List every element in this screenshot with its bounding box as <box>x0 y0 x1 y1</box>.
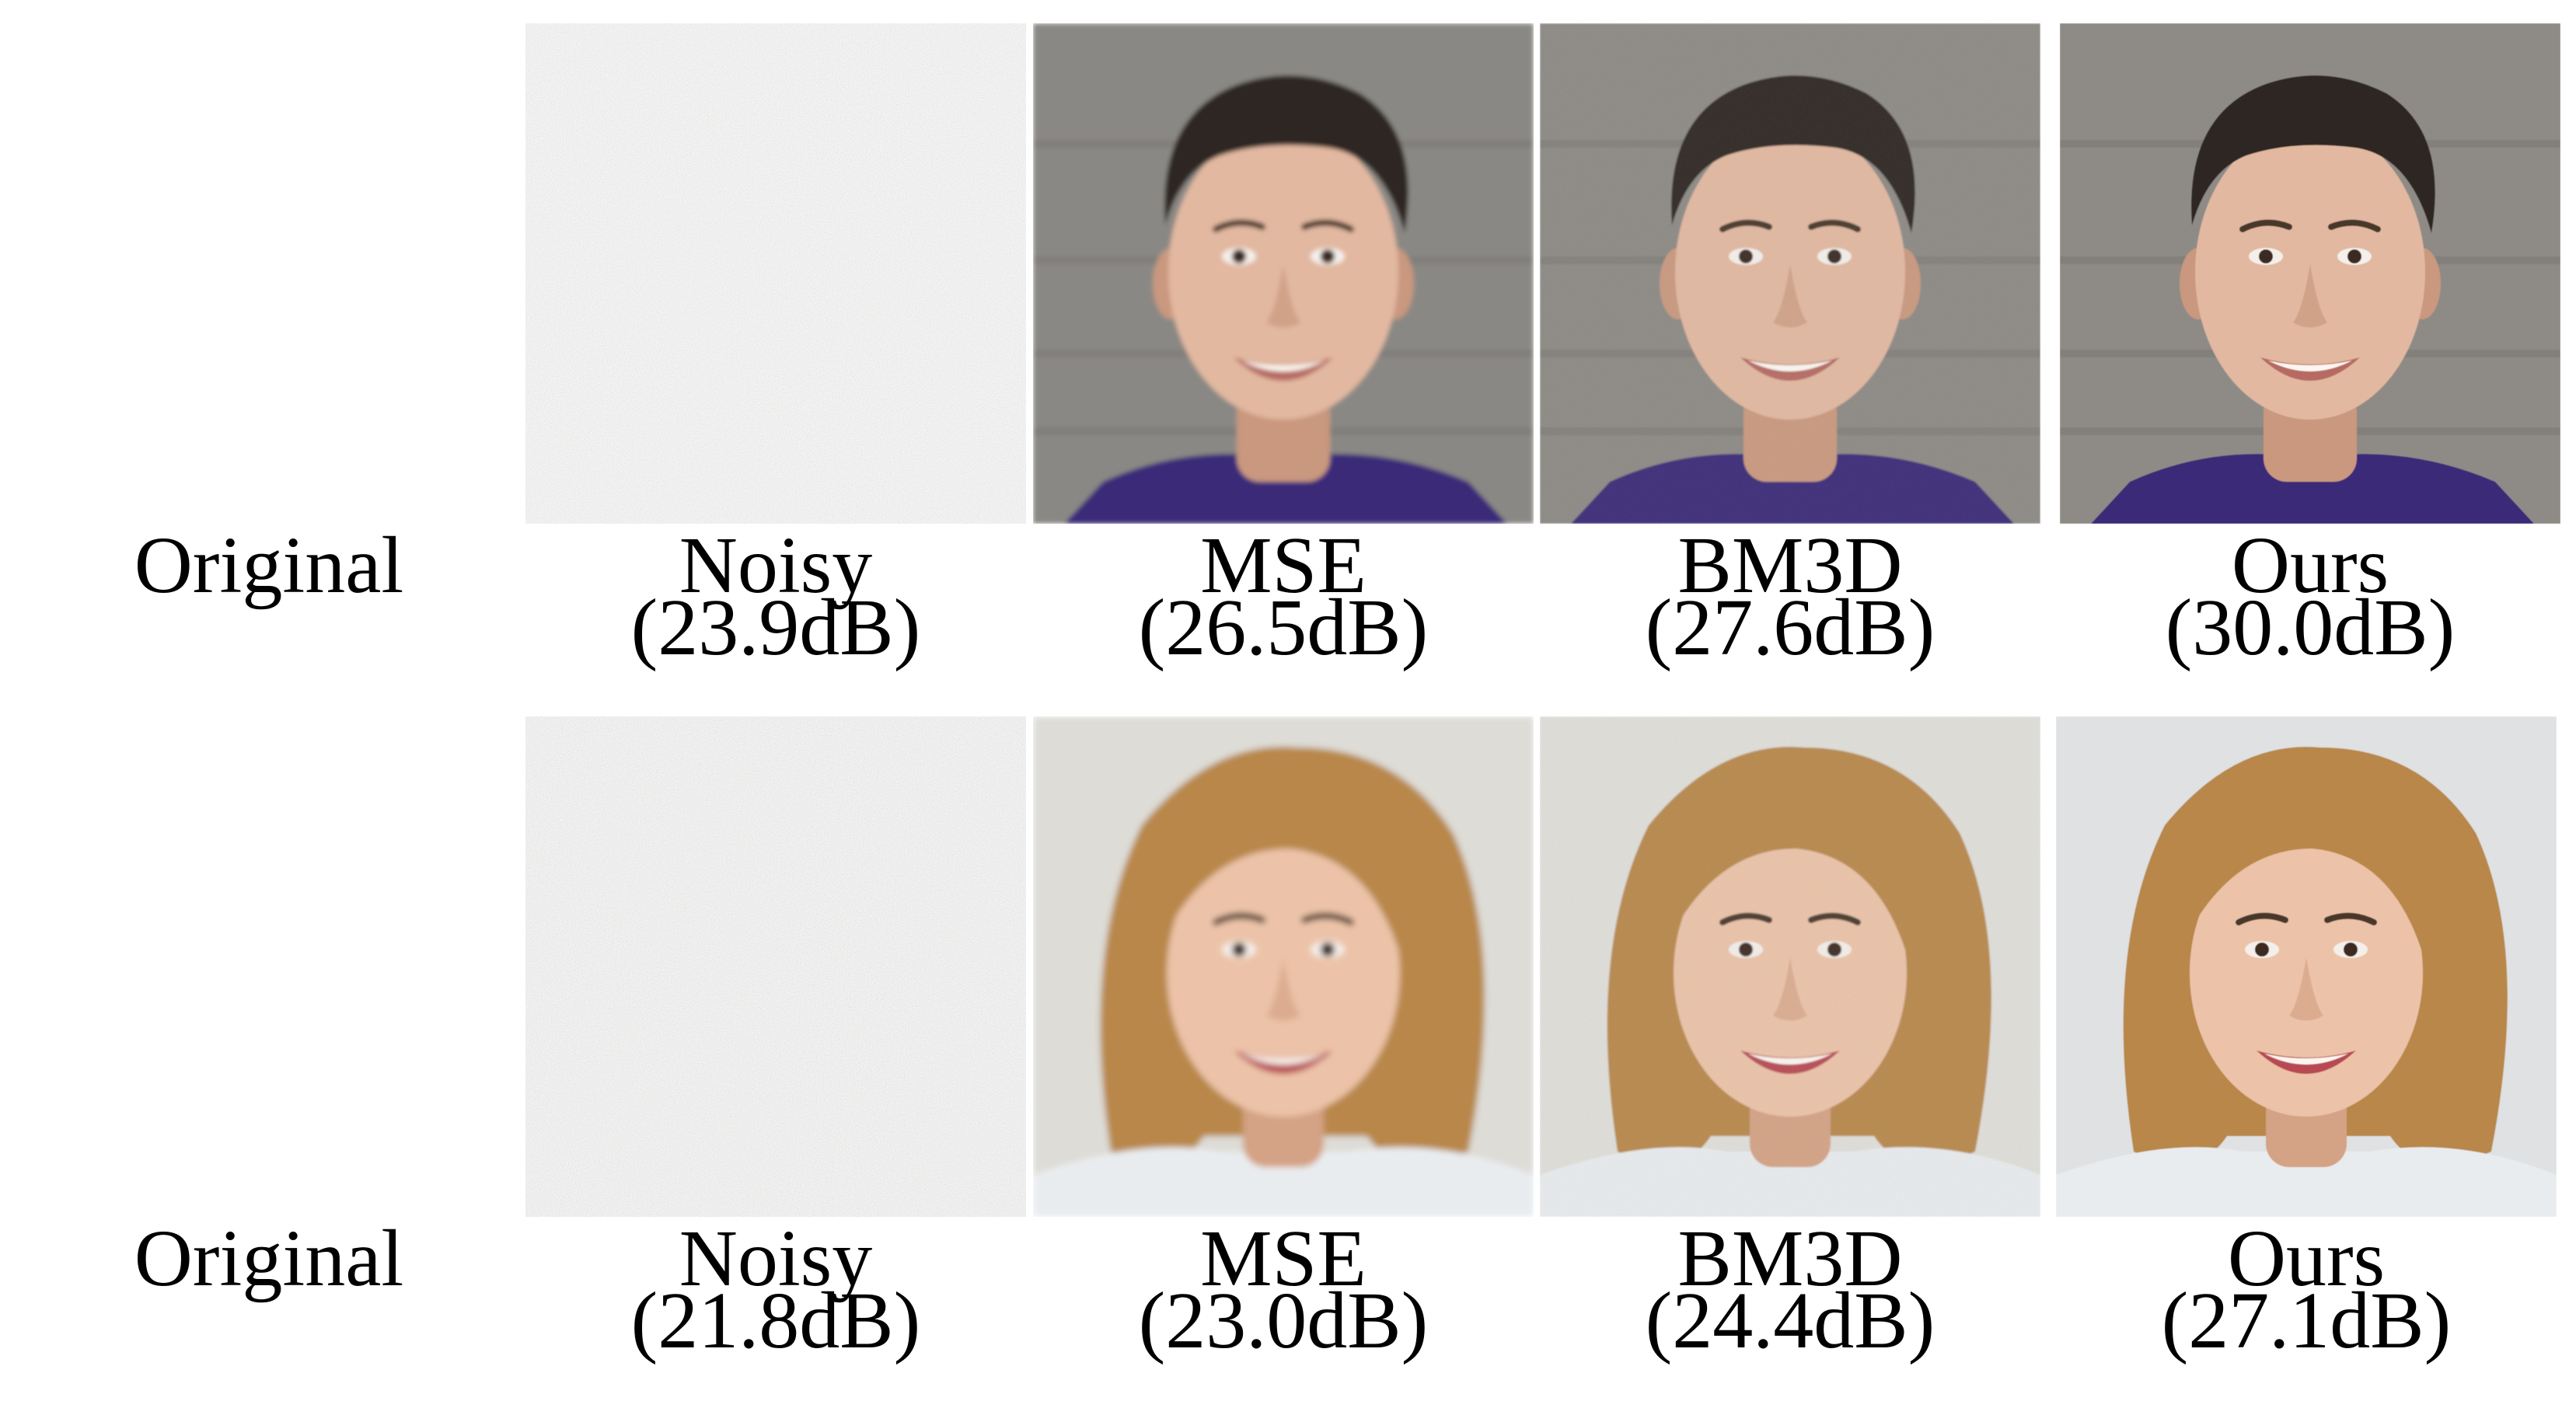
method-label: BM3D <box>1677 1214 1903 1303</box>
psnr-label: (24.4dB) <box>1645 1276 1935 1365</box>
caption: MSE (23.0dB) <box>1033 1214 1534 1365</box>
face-photo <box>2060 23 2560 524</box>
method-label: BM3D <box>1677 521 1903 610</box>
caption: Original <box>19 521 519 610</box>
psnr-label: (27.6dB) <box>1645 583 1935 672</box>
face-photo <box>1033 23 1534 524</box>
face-photo <box>1033 716 1534 1217</box>
caption: Original <box>19 1214 519 1303</box>
face-photo <box>2056 716 2557 1217</box>
face-photo <box>19 23 519 524</box>
method-label: MSE <box>1200 521 1367 610</box>
method-label: Ours <box>2231 521 2389 610</box>
caption: Noisy (23.9dB) <box>525 521 1026 672</box>
caption: MSE (26.5dB) <box>1033 521 1534 672</box>
method-label: Original <box>134 521 404 610</box>
psnr-label: (27.1dB) <box>2161 1276 2452 1365</box>
caption: Ours (30.0dB) <box>2060 521 2560 672</box>
psnr-label: (23.0dB) <box>1138 1276 1429 1365</box>
psnr-label: (23.9dB) <box>630 583 921 672</box>
caption: Noisy (21.8dB) <box>525 1214 1026 1365</box>
method-label: Ours <box>2227 1214 2386 1303</box>
method-label: Noisy <box>679 521 873 610</box>
face-photo <box>19 716 519 1217</box>
caption: BM3D (24.4dB) <box>1540 1214 2040 1365</box>
psnr-label: (30.0dB) <box>2165 583 2456 672</box>
method-label: Noisy <box>679 1214 873 1303</box>
method-label: Original <box>134 1214 404 1303</box>
caption: BM3D (27.6dB) <box>1540 521 2040 672</box>
face-photo <box>525 23 1026 524</box>
method-label: MSE <box>1200 1214 1367 1303</box>
caption: Ours (27.1dB) <box>2056 1214 2557 1365</box>
face-photo <box>1540 716 2040 1217</box>
psnr-label: (21.8dB) <box>630 1276 921 1365</box>
face-photo <box>525 716 1026 1217</box>
face-photo <box>1540 23 2040 524</box>
psnr-label: (26.5dB) <box>1138 583 1429 672</box>
